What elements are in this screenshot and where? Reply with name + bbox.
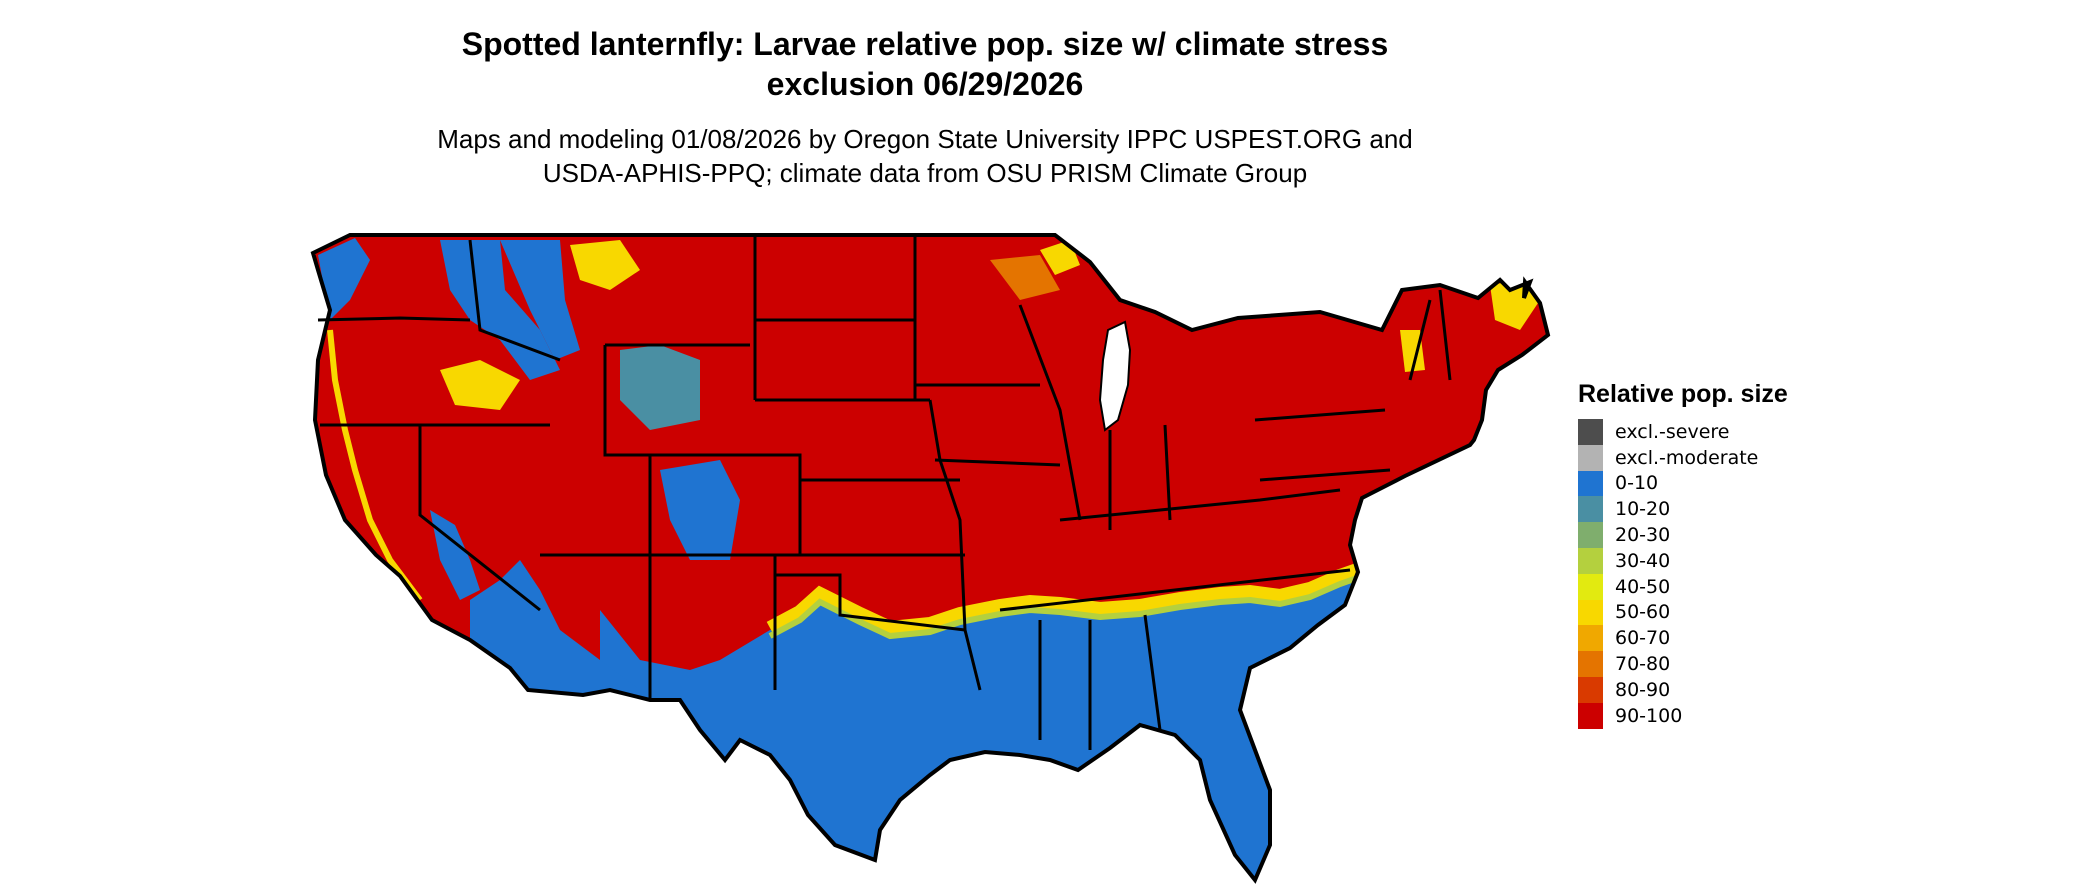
map-subtitle: Maps and modeling 01/08/2026 by Oregon S… xyxy=(300,122,1550,190)
us-map xyxy=(311,233,1550,882)
legend-label: 70-80 xyxy=(1615,653,1671,676)
legend-item: 70-80 xyxy=(1578,651,1788,677)
raster-wyoming-blue xyxy=(620,345,700,430)
legend-swatch xyxy=(1578,651,1603,677)
map-title: Spotted lanternfly: Larvae relative pop.… xyxy=(300,24,1550,104)
state-borders xyxy=(317,235,1452,750)
legend-swatch xyxy=(1578,496,1603,523)
border-southeast xyxy=(999,568,1351,750)
border-dakotas xyxy=(753,235,917,400)
legend-label: 50-60 xyxy=(1615,601,1671,624)
raster-california-yellow xyxy=(327,329,423,602)
legend-swatch xyxy=(1578,702,1603,729)
legend-label: 90-100 xyxy=(1615,704,1683,727)
border-nm xyxy=(650,553,777,690)
legend-item: 50-60 xyxy=(1578,599,1788,626)
border-wi-il xyxy=(1018,304,1082,521)
map-title-line-1: Spotted lanternfly: Larvae relative pop.… xyxy=(461,26,1389,62)
raster-idaho-blue xyxy=(440,240,560,380)
raster-wa-coast-blue xyxy=(318,238,370,320)
legend-items: excl.-severe excl.-moderate 0-10 10-20 20-30… xyxy=(1578,419,1788,729)
legend-item: 80-90 xyxy=(1578,676,1788,703)
legend-label: 80-90 xyxy=(1615,678,1671,701)
legend-item: 10-20 xyxy=(1578,496,1788,523)
legend-swatch xyxy=(1578,419,1603,445)
raster-colorado-blue xyxy=(660,460,740,560)
border-wy-ut xyxy=(603,345,655,457)
border-oklahoma-texas xyxy=(775,573,966,632)
legend-swatch xyxy=(1578,573,1603,600)
legend-label: excl.-moderate xyxy=(1615,446,1759,469)
border-ny-pa xyxy=(1254,408,1391,482)
legend-label: 30-40 xyxy=(1615,549,1671,572)
legend-item: 30-40 xyxy=(1578,547,1788,574)
border-mississippi xyxy=(928,399,982,691)
legend-label: 0-10 xyxy=(1615,472,1659,495)
legend-item: 60-70 xyxy=(1578,625,1788,652)
legend-item: 0-10 xyxy=(1578,470,1788,497)
border-in-oh xyxy=(1108,424,1172,530)
raster-montana-blue xyxy=(500,240,580,360)
raster-lake-superior-shore xyxy=(990,255,1060,300)
raster-montana-yellow xyxy=(570,240,640,290)
legend-label: 60-70 xyxy=(1615,627,1671,650)
legend-item: 90-100 xyxy=(1578,702,1788,729)
raster-idaho-yellow xyxy=(440,360,520,410)
border-wa-or xyxy=(317,316,471,322)
border-nebraska-kansas xyxy=(755,398,965,557)
legend: Relative pop. size excl.-severe excl.-mod… xyxy=(1578,380,1788,729)
border-kentucky-tennessee xyxy=(1059,488,1341,522)
legend-item: excl.-moderate xyxy=(1578,444,1788,471)
legend-label: 10-20 xyxy=(1615,498,1671,521)
border-ca-nv xyxy=(418,425,541,612)
legend-title: Relative pop. size xyxy=(1578,380,1788,408)
legend-swatch xyxy=(1578,470,1603,497)
border-new-england xyxy=(1408,289,1452,381)
legend-swatch xyxy=(1578,625,1603,652)
legend-item: 40-50 xyxy=(1578,573,1788,600)
map-subtitle-line-2: USDA-APHIS-PPQ; climate data from OSU PR… xyxy=(542,158,1308,188)
border-id-mt xyxy=(468,239,561,362)
legend-item: 20-30 xyxy=(1578,522,1788,548)
legend-swatch xyxy=(1578,444,1603,471)
legend-item: excl.-severe xyxy=(1578,419,1788,445)
legend-label: 40-50 xyxy=(1615,575,1671,598)
legend-swatch xyxy=(1578,676,1603,703)
map-subtitle-line-1: Maps and modeling 01/08/2026 by Oregon S… xyxy=(437,124,1413,154)
legend-swatch xyxy=(1578,522,1603,548)
border-iowa-mo xyxy=(915,383,1061,467)
raster-southern-transition-2 xyxy=(768,574,1361,640)
legend-swatch xyxy=(1578,599,1603,626)
legend-label: excl.-severe xyxy=(1615,420,1730,443)
map-title-line-2: exclusion 06/29/2026 xyxy=(766,66,1084,102)
lake-michigan xyxy=(1098,320,1132,432)
legend-swatch xyxy=(1578,547,1603,574)
legend-label: 20-30 xyxy=(1615,524,1671,547)
